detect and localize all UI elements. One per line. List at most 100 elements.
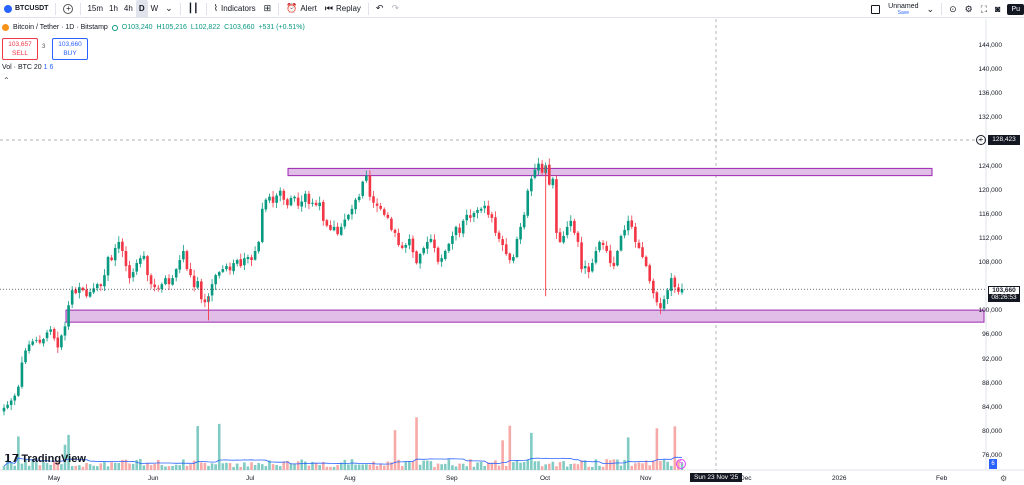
- replay-button[interactable]: ⏮ Replay: [321, 0, 365, 18]
- candle-body: [411, 238, 415, 253]
- volume-bar: [447, 459, 451, 470]
- candle-body: [530, 178, 533, 192]
- indicators-label: Indicators: [220, 4, 256, 13]
- legend-title[interactable]: Bitcoin / Tether · 1D · Bitstamp: [13, 24, 108, 31]
- candle-body: [336, 226, 339, 235]
- volume-bar: [38, 465, 42, 470]
- candle-body: [375, 203, 379, 206]
- top-toolbar: BTCUSDT + 15m 1h 4h D W ⌄ ┃┃ ⌇ Indicator…: [0, 0, 1024, 18]
- candle-body: [343, 219, 347, 227]
- volume-bar: [217, 423, 221, 470]
- candle-body: [551, 178, 555, 186]
- price-tick-label: 112,000: [978, 234, 1002, 242]
- volume-bar: [630, 465, 634, 470]
- timeframe-d[interactable]: D: [135, 0, 148, 18]
- candle-body: [63, 326, 67, 336]
- candle-body: [311, 202, 314, 204]
- candle-body: [95, 284, 99, 289]
- time-tick-label: Feb: [936, 475, 948, 482]
- undo-icon: ↶: [375, 3, 384, 13]
- timeframe-dropdown[interactable]: ⌄: [161, 0, 177, 18]
- layout-checkbox[interactable]: [867, 0, 884, 18]
- volume-bar: [522, 462, 526, 470]
- candle-body: [171, 278, 174, 285]
- volume-bar: [612, 459, 616, 470]
- timeframe-1h[interactable]: 1h: [109, 4, 118, 13]
- layout-square-icon: [871, 4, 881, 14]
- timeframe-w[interactable]: W: [150, 4, 159, 13]
- add-alert-icon[interactable]: +: [976, 135, 986, 145]
- candle-body: [124, 251, 128, 267]
- quick-search-button[interactable]: ⊙: [945, 0, 961, 18]
- snapshot-button[interactable]: ◙: [991, 0, 1004, 18]
- layout-save-status: Save: [897, 9, 910, 16]
- candle-body: [20, 362, 24, 387]
- timeframe-4h[interactable]: 4h: [123, 4, 133, 13]
- candle-body: [569, 220, 573, 227]
- support-zone: [65, 309, 985, 323]
- timeframe-15m[interactable]: 15m: [87, 4, 104, 13]
- volume-bar: [357, 464, 361, 470]
- volume-bar: [9, 461, 13, 470]
- axis-settings-icon[interactable]: ⚙: [1000, 474, 1008, 483]
- candle-body: [146, 256, 149, 276]
- candle-body: [533, 169, 537, 178]
- volume-bar: [174, 464, 178, 470]
- chart-type-button[interactable]: ┃┃: [184, 0, 203, 18]
- candle-body: [164, 278, 167, 285]
- volume-bar: [644, 460, 648, 470]
- candle-body: [286, 199, 289, 206]
- settings-button[interactable]: ⚙: [961, 0, 977, 18]
- publish-button[interactable]: Pu: [1007, 3, 1024, 15]
- volume-bar: [504, 466, 508, 470]
- fullscreen-button[interactable]: ⛶: [977, 0, 991, 18]
- candle-body: [321, 201, 325, 221]
- tv-logo-text: TradingView: [21, 452, 86, 465]
- volume-bar: [293, 463, 296, 470]
- candle-body: [637, 242, 641, 248]
- volume-legend[interactable]: Vol · BTC 20 1 6: [2, 64, 53, 71]
- lightning-icon[interactable]: ϟ: [676, 459, 686, 469]
- collapse-legend-button[interactable]: ⌃: [3, 76, 10, 85]
- candle-body: [92, 288, 95, 293]
- volume-bar: [17, 436, 20, 470]
- buy-label: BUY: [63, 50, 77, 57]
- volume-bar: [167, 466, 171, 470]
- layout-name-button[interactable]: Unnamed Save: [884, 0, 922, 18]
- alert-button[interactable]: ⏰ Alert: [282, 0, 321, 18]
- auto-scale-button[interactable]: 6: [989, 459, 997, 469]
- sell-button[interactable]: 103,657 SELL: [2, 38, 38, 60]
- candle-body: [619, 235, 623, 251]
- undo-button[interactable]: ↶: [372, 0, 388, 18]
- volume-bar: [454, 466, 458, 470]
- volume-bar: [580, 460, 583, 470]
- redo-button[interactable]: ↷: [387, 0, 403, 18]
- indicators-button[interactable]: ⌇ Indicators: [210, 0, 260, 18]
- candle-body: [429, 238, 433, 242]
- resistance-zone: [287, 167, 933, 177]
- price-tick-label: 100,000: [978, 307, 1003, 315]
- candle-body: [174, 269, 178, 278]
- volume-bar: [443, 463, 447, 470]
- price-tick-label: 76,000: [982, 452, 1002, 459]
- compare-button[interactable]: +: [59, 0, 77, 18]
- candle-body: [386, 214, 390, 218]
- layouts-button[interactable]: ⊞: [260, 0, 276, 18]
- candle-body: [304, 193, 307, 202]
- candle-body: [232, 263, 235, 272]
- volume-bar: [350, 459, 354, 470]
- legend-open: O103,240: [121, 24, 153, 31]
- volume-bar: [494, 460, 497, 470]
- layout-menu-button[interactable]: ⌄: [923, 0, 939, 18]
- volume-bar: [397, 459, 400, 470]
- layout-name: Unnamed: [888, 2, 919, 10]
- camera-icon: ◙: [995, 4, 1001, 14]
- tradingview-logo[interactable]: 𝟭𝟳 TradingView: [4, 452, 86, 466]
- buy-button[interactable]: 103,660 BUY: [52, 38, 88, 60]
- candle-body: [38, 339, 42, 343]
- volume-bar: [113, 462, 117, 470]
- right-toolbar: Unnamed Save ⌄ ⊙ ⚙ ⛶ ◙ Pu: [867, 0, 1024, 18]
- volume-bar: [196, 426, 200, 470]
- symbol-search[interactable]: BTCUSDT: [0, 0, 52, 18]
